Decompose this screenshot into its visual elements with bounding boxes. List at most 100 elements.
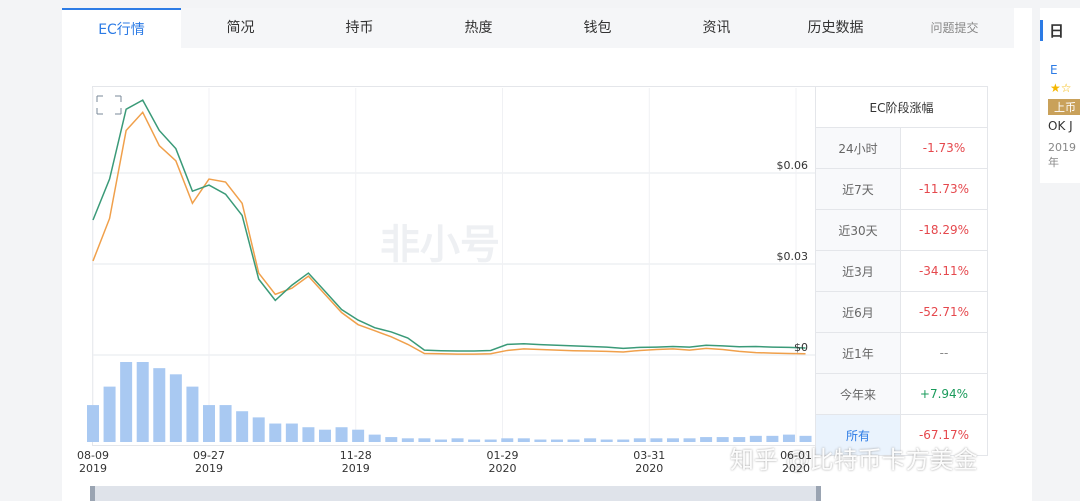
volume-bar <box>368 434 381 442</box>
volume-bar <box>252 417 265 442</box>
volume-bar <box>650 438 663 442</box>
change: -1.73% <box>900 127 988 169</box>
change: -11.73% <box>900 168 988 210</box>
volume-bar <box>87 405 99 442</box>
table-row: 近1年 -- <box>815 332 988 374</box>
volume-bar <box>120 362 133 442</box>
tab[interactable]: 资讯 <box>657 8 776 48</box>
watermark: 知乎 @比特币卡方美金 <box>730 446 978 474</box>
volume-bar <box>285 423 298 442</box>
change: +7.94% <box>900 373 988 415</box>
period: 今年来 <box>815 373 901 415</box>
volume-bar <box>567 439 580 442</box>
period: 近3月 <box>815 250 901 292</box>
volume-bar <box>153 368 166 442</box>
sidebar-title: 日 <box>1040 20 1080 41</box>
period: 近1年 <box>815 332 901 374</box>
tab[interactable]: 历史数据 <box>776 8 895 48</box>
tab[interactable]: 热度 <box>419 8 538 48</box>
volume-bar <box>633 438 646 442</box>
volume-bar <box>186 386 199 442</box>
tab[interactable]: 持币 <box>300 8 419 48</box>
volume-bar <box>617 439 630 442</box>
volume-bar <box>666 438 679 442</box>
y-tick-label: $0.06 <box>776 158 809 172</box>
volume-bar <box>534 439 547 442</box>
volume-bar <box>683 438 696 442</box>
period: 近7天 <box>815 168 901 210</box>
volume-bar <box>318 429 331 442</box>
volume-bar <box>700 437 713 442</box>
tab[interactable]: 钱包 <box>538 8 657 48</box>
change: -18.29% <box>900 209 988 251</box>
volume-bar <box>352 429 365 442</box>
volume-bar <box>782 434 795 442</box>
volume-bar <box>451 438 464 442</box>
x-tick-label: 06-01 2020 <box>780 449 813 475</box>
badge: 上币 <box>1048 99 1080 115</box>
volume-bar <box>799 435 812 442</box>
volume-bar <box>202 405 215 442</box>
volume-bar <box>418 438 431 442</box>
date: 2019年 <box>1048 141 1076 169</box>
table-row: 近3月 -34.11% <box>815 250 988 292</box>
y-tick-label: $0 <box>794 341 808 354</box>
change: -- <box>900 332 988 374</box>
sidebar: 日 E ★☆ 上币 OK J 2019年 <box>1040 8 1080 183</box>
x-tick-label: 01-29 2020 <box>486 449 519 475</box>
range-slider[interactable] <box>92 486 820 501</box>
period: 所有 <box>815 414 901 456</box>
table-title: EC阶段涨幅 <box>815 86 988 128</box>
slider-handle[interactable] <box>816 486 821 501</box>
chart-watermark: 非小号 <box>380 222 500 268</box>
period: 24小时 <box>815 127 901 169</box>
zoom-icon[interactable] <box>96 95 122 115</box>
volume-bar <box>434 439 447 442</box>
volume-bar <box>219 405 232 442</box>
volume-bar <box>600 439 613 442</box>
volume-bar <box>136 362 149 442</box>
change: -52.71% <box>900 291 988 333</box>
volume-bar <box>749 435 762 442</box>
volume-bar <box>584 438 597 442</box>
volume-bar <box>766 435 779 442</box>
change: -34.11% <box>900 250 988 292</box>
volume-bar <box>550 439 563 442</box>
price-line <box>92 99 806 352</box>
table-row: 24小时 -1.73% <box>815 127 988 169</box>
volume-bar <box>733 437 746 442</box>
change-table: EC阶段涨幅 24小时 -1.73% 近7天 -11.73% 近30天 -18.29% 近3月… <box>815 86 988 456</box>
table-row: 近30天 -18.29% <box>815 209 988 251</box>
volume-bar <box>501 438 514 442</box>
x-tick-label: 03-31 2020 <box>633 449 666 475</box>
volume-bar <box>401 438 414 442</box>
volume-bar <box>103 386 116 442</box>
x-tick-label: 08-09 2019 <box>77 449 109 475</box>
volume-bar <box>302 427 315 442</box>
tab[interactable]: EC行情 <box>62 8 181 48</box>
volume-bar <box>484 439 497 442</box>
change: -67.17% <box>900 414 988 456</box>
volume-bar <box>236 411 249 442</box>
volume-bar <box>335 427 348 442</box>
tab[interactable]: 问题提交 <box>895 8 1014 48</box>
y-tick-label: $0.03 <box>776 249 809 263</box>
tab[interactable]: 简况 <box>181 8 300 48</box>
stars: ★☆ <box>1050 81 1072 95</box>
slider-handle[interactable] <box>90 486 95 501</box>
volume-bar <box>517 438 530 442</box>
volume-bar <box>716 437 729 442</box>
volume-bar <box>169 374 182 442</box>
x-tick-label: 11-28 2019 <box>339 449 372 475</box>
table-row: 近7天 -11.73% <box>815 168 988 210</box>
volume-bar <box>385 437 398 442</box>
x-tick-label: 09-27 2019 <box>193 449 225 475</box>
price-line <box>92 110 806 355</box>
table-header-row: EC阶段涨幅 <box>815 86 988 128</box>
volume-bar <box>269 423 282 442</box>
table-row: 所有 -67.17% <box>815 414 988 456</box>
exchange: OK J <box>1048 119 1073 133</box>
period: 近6月 <box>815 291 901 333</box>
